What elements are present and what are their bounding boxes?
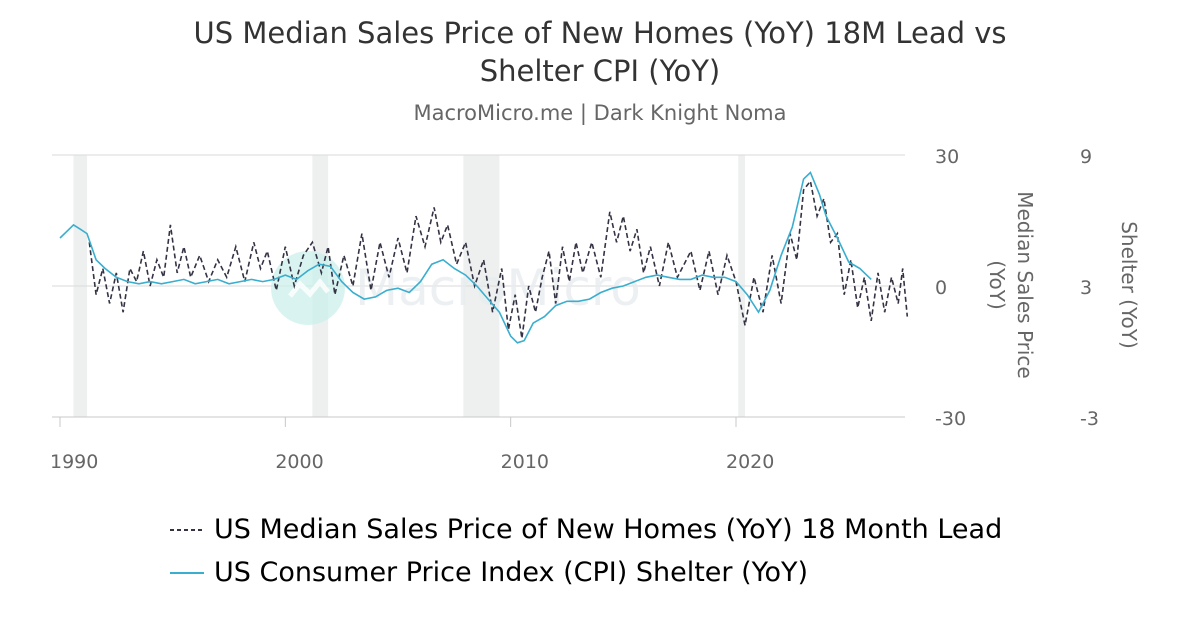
solid-line-icon — [170, 571, 204, 574]
x-tick-label: 2020 — [726, 451, 774, 473]
series-line-home-price — [88, 179, 909, 339]
right-axis-2-title: Shelter (YoY) — [1117, 221, 1141, 349]
chart-title-line-2: Shelter CPI (YoY) — [479, 54, 721, 88]
chart-title-line-1: US Median Sales Price of New Homes (YoY)… — [193, 16, 1007, 50]
right-axis-2-tick-label: 3 — [1080, 277, 1092, 299]
series-line-shelter-cpi — [59, 171, 872, 344]
watermark-logo-icon — [271, 251, 345, 325]
right-axis-1-tick-label: -30 — [935, 408, 966, 430]
right-axis-1-title-unit: (YoY) — [985, 260, 1009, 310]
chart-plot: MacroMicro 1990 2000 2010 2020 30 0 -30 Median … — [50, 146, 1141, 473]
legend-item-home-price[interactable]: US Median Sales Price of New Homes (YoY)… — [170, 508, 1002, 551]
legend-item-shelter-cpi[interactable]: US Consumer Price Index (CPI) Shelter (Y… — [170, 551, 1002, 594]
dashed-line-icon — [170, 528, 204, 531]
watermark-text: MacroMicro — [355, 259, 641, 317]
watermark: MacroMicro — [271, 251, 641, 325]
right-axis-2-tick-label: -3 — [1080, 408, 1099, 430]
right-axis-1-tick-label: 30 — [935, 146, 959, 168]
x-tick-label: 1990 — [50, 451, 98, 473]
legend-label-shelter-cpi: US Consumer Price Index (CPI) Shelter (Y… — [214, 557, 809, 588]
right-axis-1-tick-label: 0 — [935, 277, 947, 299]
chart-subtitle: MacroMicro.me | Dark Knight Noma — [413, 101, 787, 125]
legend-label-home-price: US Median Sales Price of New Homes (YoY)… — [214, 514, 1003, 545]
chart-title: US Median Sales Price of New Homes (YoY)… — [0, 14, 1200, 90]
legend: US Median Sales Price of New Homes (YoY)… — [170, 508, 1002, 594]
x-tick-label: 2010 — [501, 451, 549, 473]
right-axis-2-tick-label: 9 — [1080, 146, 1092, 168]
right-axis-1-title: Median Sales Price — [1013, 191, 1037, 378]
watermark-logo-mark — [288, 278, 330, 298]
x-tick-label: 2000 — [275, 451, 323, 473]
